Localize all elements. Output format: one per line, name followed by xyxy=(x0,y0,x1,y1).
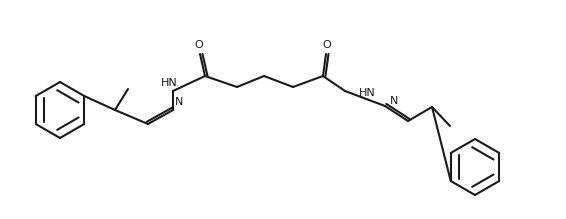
Text: N: N xyxy=(175,97,183,107)
Text: HN: HN xyxy=(161,78,177,88)
Text: O: O xyxy=(323,40,331,50)
Text: HN: HN xyxy=(359,88,376,98)
Text: N: N xyxy=(390,96,398,106)
Text: O: O xyxy=(195,40,203,50)
